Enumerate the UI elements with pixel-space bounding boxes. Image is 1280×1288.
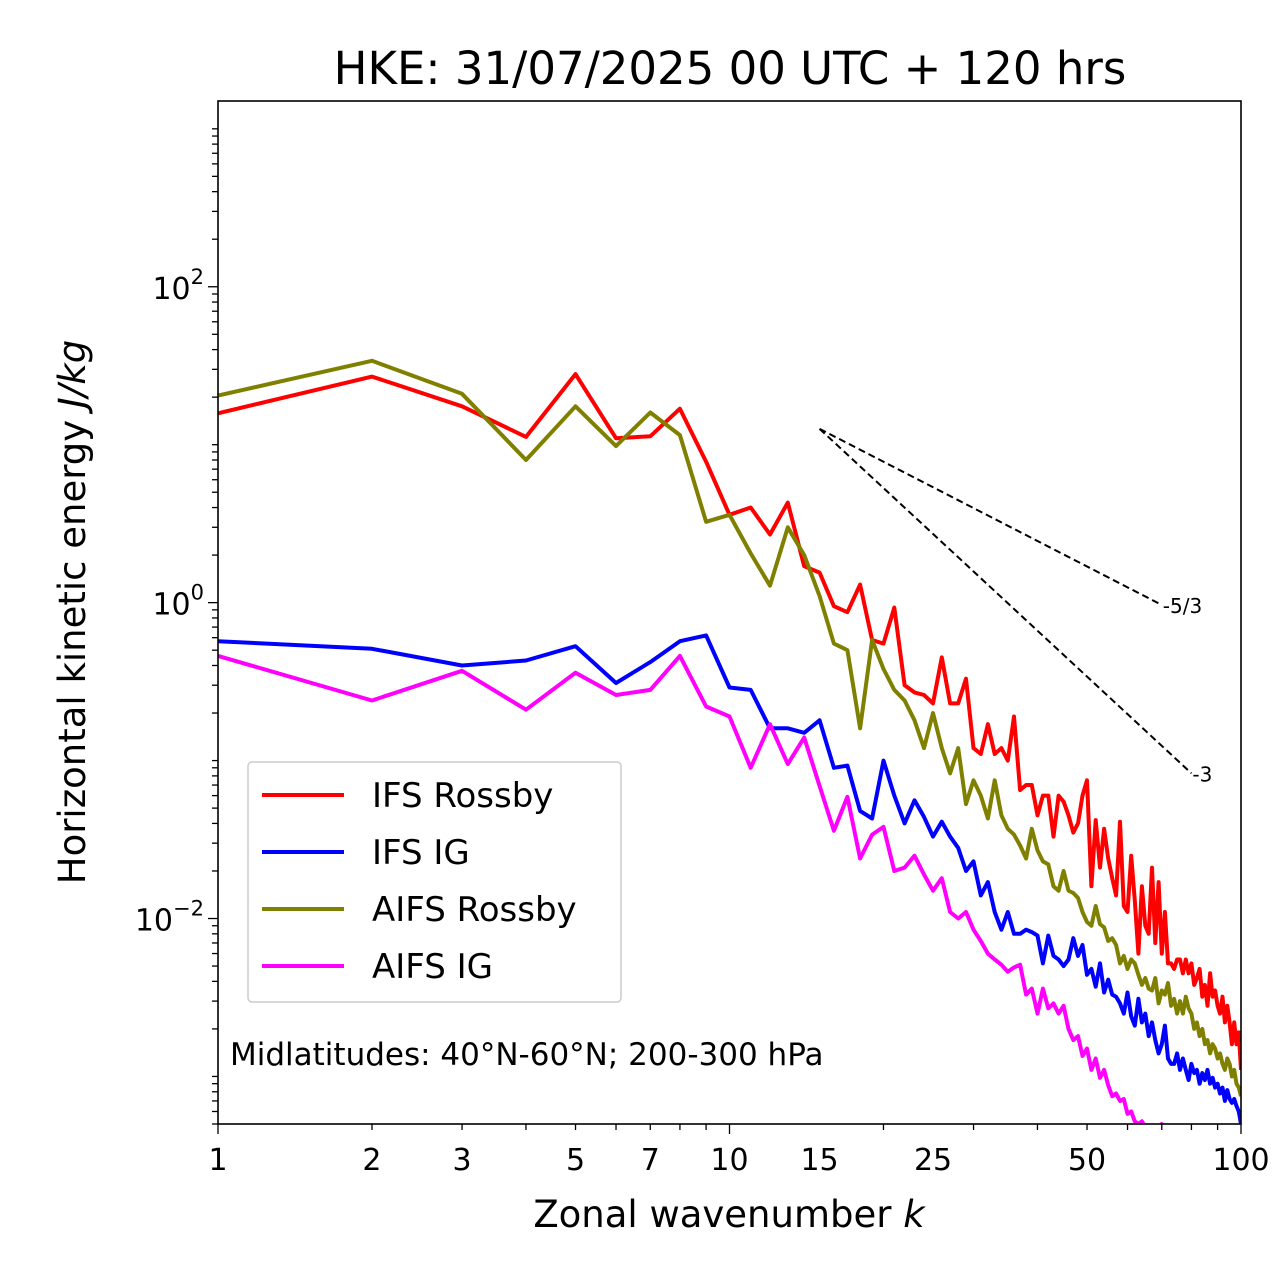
slope-line [818,428,1193,775]
x-tick-label: 1 [208,1143,227,1178]
chart-title: HKE: 31/07/2025 00 UTC + 120 hrs [334,42,1127,95]
legend-label-ifs-ig: IFS IG [372,833,470,873]
x-tick-label: 15 [800,1143,838,1178]
x-tick-label: 100 [1212,1143,1269,1178]
legend-box [247,761,622,1003]
x-tick-label: 5 [566,1143,585,1178]
x-tick-label: 25 [914,1143,952,1178]
y-tick-label: 100 [152,581,204,623]
legend: IFS Rossby IFS IG AIFS Rossby AIFS IG [247,761,622,1003]
x-tick-label: 10 [710,1143,748,1178]
axis-ticks: 1 2 3 5 7 10 15 25 50 100 102 100 10−2 [135,128,1270,1178]
x-axis-title: Zonal wavenumber k [533,1193,926,1236]
region-annotation: Midlatitudes: 40°N-60°N; 200-300 hPa [230,1037,824,1073]
x-tick-label: 3 [453,1143,472,1178]
series-line-aifs-rossby [218,358,1241,1097]
y-tick-label: 10−2 [135,897,204,939]
series-line-ifs-ig [218,633,1241,1124]
x-tick-label: 2 [362,1143,381,1178]
y-axis-title: Horizontal kinetic energy J/kg [51,340,94,884]
legend-label-ifs-rossby: IFS Rossby [372,776,553,816]
series-layer [218,358,1241,1124]
slope-line [819,427,1163,606]
series-line-aifs-ig [218,653,1164,1124]
series-line-ifs-rossby [218,372,1241,1071]
slope-label: -3 [1192,762,1212,786]
slope-label: -5/3 [1163,594,1202,618]
x-tick-label: 7 [641,1143,660,1178]
legend-label-aifs-rossby: AIFS Rossby [372,890,577,930]
legend-label-aifs-ig: AIFS IG [372,947,493,987]
reference-slopes: -5/3 -3 [818,427,1212,786]
y-tick-label: 102 [152,265,204,307]
x-tick-label: 50 [1068,1143,1106,1178]
